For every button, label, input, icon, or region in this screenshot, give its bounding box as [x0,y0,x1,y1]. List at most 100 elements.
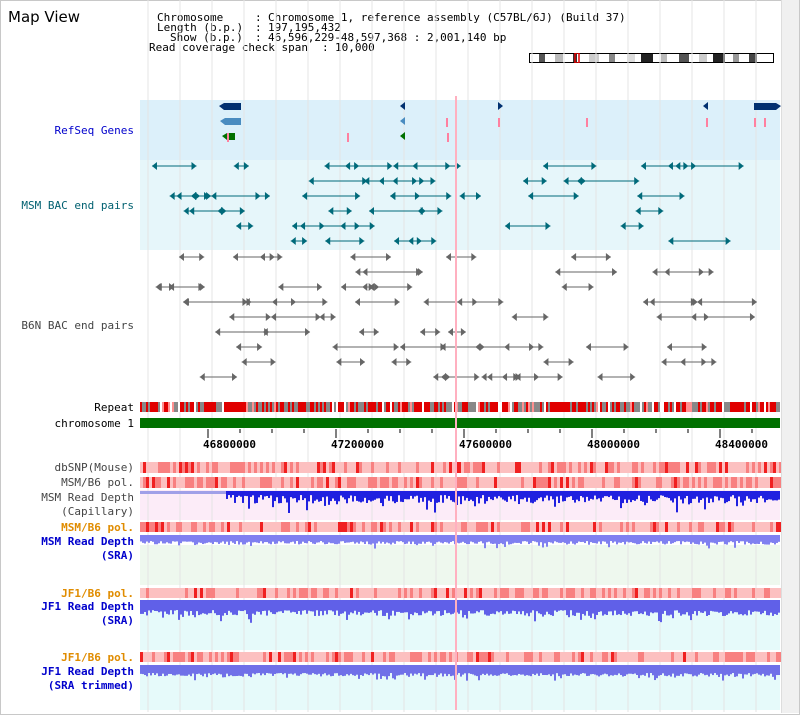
jf1-b6-pol-trimmed-heat-cell [398,652,401,662]
msm-capillary-depth-bar [494,491,496,497]
jf1-b6-pol-heat-cell [518,588,521,598]
chromosome-ideogram[interactable] [529,53,774,63]
track-label-jf1-depth-sra[interactable]: JF1 Read Depth [41,600,134,613]
msm-b6-pol-sra-heat-cell [656,522,659,532]
msm-b6-pol-heat-cell [386,477,389,488]
msm-sra-depth-bar [242,535,244,545]
track-label-msm-depth-capillary[interactable]: MSM Read Depth [41,491,134,504]
jf1-b6-pol-heat-cell [359,588,362,598]
msm-b6-pol-heat-cell [683,477,686,488]
msm-capillary-depth-bar [726,491,728,503]
repeat-segment [536,402,538,412]
jf1-b6-pol-trimmed-heat-cell [287,652,290,662]
repeat-segment [334,402,336,412]
jf1-sra-depth-bar [658,600,660,622]
jf1-sra-depth-bar [238,600,240,611]
msm-b6-pol-sra-heat-cell [653,522,656,532]
dbsnp-heat-cell [383,462,386,473]
repeat-segment [628,402,630,412]
jf1-trimmed-depth-bar [690,665,692,675]
msm-sra-depth-bar [370,535,372,545]
msm-capillary-depth-bar [604,491,606,497]
msm-b6-pol-heat-cell [605,477,608,488]
jf1-b6-pol-heat-cell [485,588,488,598]
msm-capillary-depth-bar [462,491,464,497]
repeat-segment [252,402,254,412]
repeat-segment [778,402,780,412]
track-label-b6n-bac[interactable]: B6N BAC end pairs [21,319,134,332]
jf1-b6-pol-heat-cell [728,588,731,598]
msm-b6-pol-heat-cell [332,477,335,488]
jf1-sra-depth-bar [502,600,504,615]
msm-sra-depth-bar [486,535,488,543]
msm-b6-pol-sra-heat-cell [581,522,584,532]
jf1-trimmed-depth-bar [406,665,408,676]
repeat-segment [556,402,558,412]
jf1-trimmed-depth-bar [558,665,560,677]
msm-sra-depth-bar [392,535,394,543]
jf1-b6-pol-trimmed-heat-cell [314,652,317,662]
track-canvas[interactable] [0,0,781,715]
jf1-trimmed-depth-bar [590,665,592,675]
msm-b6-pol-heat-cell [674,477,677,488]
jf1-b6-pol-heat-cell [371,588,374,598]
jf1-sra-depth-bar [306,600,308,614]
msm-sra-depth-bar [514,535,516,543]
msm-b6-pol-heat-cell [662,477,665,488]
dbsnp-heat-cell [569,462,572,473]
jf1-sra-depth-bar [472,600,474,614]
jf1-b6-pol-heat-cell [245,588,248,598]
msm-capillary-depth-bar [672,491,674,503]
jf1-sra-depth-bar [756,600,758,612]
msm-sra-depth-bar [356,535,358,543]
jf1-trimmed-depth-bar [194,665,196,681]
msm-b6-pol-sra-heat-cell [647,522,650,532]
jf1-trimmed-depth-bar [696,665,698,677]
jf1-sra-depth-bar [582,600,584,614]
track-label-chromosome[interactable]: chromosome 1 [54,417,134,430]
msm-capillary-depth-bar [766,491,768,501]
jf1-trimmed-depth-bar [500,665,502,675]
jf1-b6-pol-heat-cell [155,588,158,598]
jf1-sra-depth-bar [424,600,426,614]
dbsnp-heat-cell [260,462,263,473]
jf1-b6-pol-trimmed-heat-cell [536,652,539,662]
msm-capillary-depth-bar [232,491,234,496]
msm-capillary-depth-bar [630,491,632,503]
track-label-jf1-b6-pol-trimmed[interactable]: JF1/B6 pol. [61,651,134,664]
msm-b6-pol-sra-heat-cell [629,522,632,532]
jf1-trimmed-depth-bar [368,665,370,676]
msm-b6-pol-sra-heat-cell [494,522,497,532]
jf1-trimmed-depth-bar [700,665,702,674]
msm-sra-depth-bar [626,535,628,542]
msm-capillary-depth-bar [746,491,748,497]
dbsnp-heat-cell [413,462,416,473]
vertical-scrollbar[interactable] [781,0,799,713]
jf1-sra-depth-bar [614,600,616,611]
track-label-msm-depth-sra[interactable]: MSM Read Depth [41,535,134,548]
track-label-jf1-depth-trimmed[interactable]: JF1 Read Depth [41,665,134,678]
msm-b6-pol-sra-heat-cell [689,522,692,532]
repeat-segment [340,402,342,412]
msm-b6-pol-sra-heat-cell [665,522,668,532]
msm-sra-depth-bar [538,535,540,546]
track-label-msm-b6-pol[interactable]: MSM/B6 pol. [61,476,134,489]
msm-capillary-depth-bar [564,491,566,502]
jf1-trimmed-depth-bar [748,665,750,674]
jf1-trimmed-depth-bar [726,665,728,675]
repeat-segment [260,402,262,412]
msm-b6-pol-heat-cell [449,477,452,488]
jf1-b6-pol-trimmed-heat-cell [758,652,761,662]
track-label-msm-b6-pol-sra[interactable]: MSM/B6 pol. [61,521,134,534]
jf1-trimmed-depth-bar [316,665,318,675]
msm-capillary-depth-bar [586,491,588,497]
repeat-segment [178,402,180,412]
track-label-msm-bac[interactable]: MSM BAC end pairs [21,199,134,212]
track-label-repeat[interactable]: Repeat [94,401,134,414]
repeat-segment [584,402,586,412]
repeat-segment [686,402,688,412]
track-label-dbsnp[interactable]: dbSNP(Mouse) [54,461,134,474]
track-label-jf1-b6-pol[interactable]: JF1/B6 pol. [61,587,134,600]
track-label-refseq[interactable]: RefSeq Genes [54,124,134,137]
jf1-trimmed-depth-bar [492,665,494,676]
